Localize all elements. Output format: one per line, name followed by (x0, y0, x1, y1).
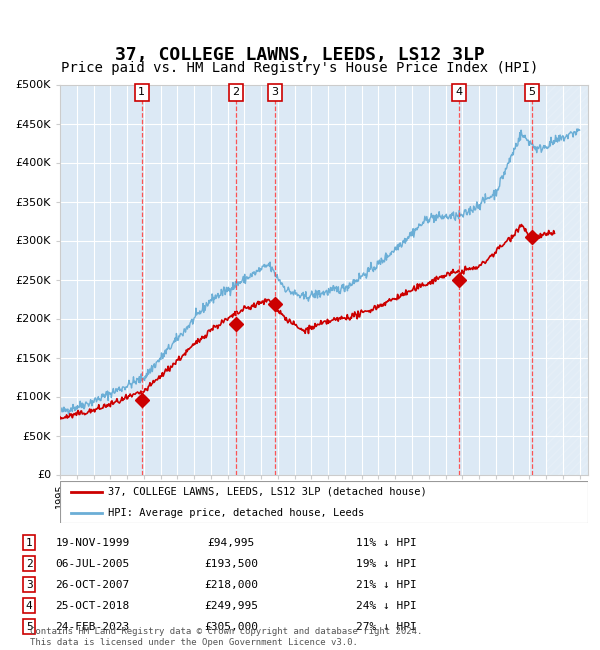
Text: 19-NOV-1999: 19-NOV-1999 (56, 538, 130, 547)
Text: 25-OCT-2018: 25-OCT-2018 (56, 601, 130, 611)
FancyBboxPatch shape (60, 481, 588, 523)
Text: Price paid vs. HM Land Registry's House Price Index (HPI): Price paid vs. HM Land Registry's House … (61, 61, 539, 75)
Text: 5: 5 (26, 621, 32, 632)
Text: 3: 3 (271, 87, 278, 98)
Bar (546, 84, 588, 474)
Text: £218,000: £218,000 (204, 580, 258, 590)
Text: £94,995: £94,995 (207, 538, 254, 547)
Text: 5: 5 (529, 87, 535, 98)
Text: £193,500: £193,500 (204, 558, 258, 569)
Text: 26-OCT-2007: 26-OCT-2007 (56, 580, 130, 590)
Text: 06-JUL-2005: 06-JUL-2005 (56, 558, 130, 569)
Text: 11% ↓ HPI: 11% ↓ HPI (356, 538, 417, 547)
Text: HPI: Average price, detached house, Leeds: HPI: Average price, detached house, Leed… (107, 508, 364, 517)
Text: £249,995: £249,995 (204, 601, 258, 611)
Text: 19% ↓ HPI: 19% ↓ HPI (356, 558, 417, 569)
Text: 37, COLLEGE LAWNS, LEEDS, LS12 3LP (detached house): 37, COLLEGE LAWNS, LEEDS, LS12 3LP (deta… (107, 487, 426, 497)
Text: 37, COLLEGE LAWNS, LEEDS, LS12 3LP: 37, COLLEGE LAWNS, LEEDS, LS12 3LP (115, 46, 485, 64)
Text: 4: 4 (456, 87, 463, 98)
Text: 2: 2 (26, 558, 32, 569)
Text: 24-FEB-2023: 24-FEB-2023 (56, 621, 130, 632)
Text: Contains HM Land Registry data © Crown copyright and database right 2024.
This d: Contains HM Land Registry data © Crown c… (30, 627, 422, 647)
Text: 4: 4 (26, 601, 32, 611)
Text: 24% ↓ HPI: 24% ↓ HPI (356, 601, 417, 611)
Text: 1: 1 (26, 538, 32, 547)
Text: £305,000: £305,000 (204, 621, 258, 632)
Text: 1: 1 (138, 87, 145, 98)
Text: 27% ↓ HPI: 27% ↓ HPI (356, 621, 417, 632)
Text: 21% ↓ HPI: 21% ↓ HPI (356, 580, 417, 590)
Text: 3: 3 (26, 580, 32, 590)
Text: 2: 2 (232, 87, 239, 98)
